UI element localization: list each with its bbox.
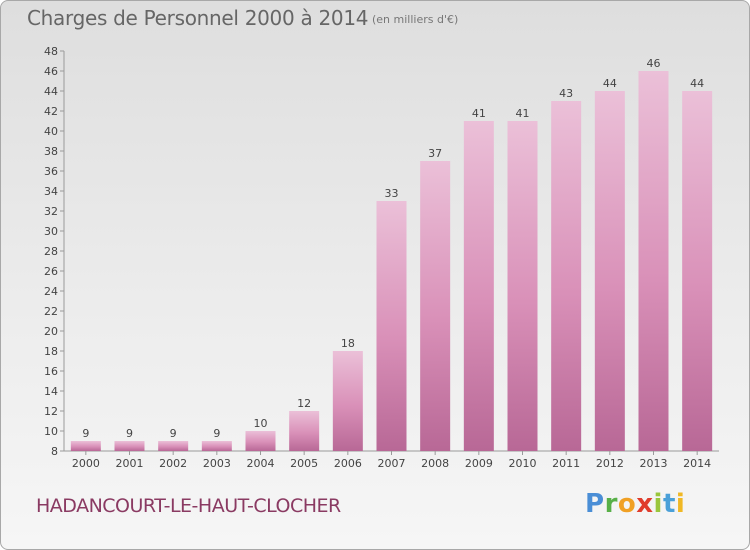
bar-value-label: 46 [647, 57, 661, 70]
y-tick-label: 28 [44, 245, 58, 258]
y-tick-label: 8 [51, 445, 58, 458]
x-tick-label: 2010 [509, 457, 537, 470]
x-tick-label: 2009 [465, 457, 493, 470]
y-tick-label: 42 [44, 105, 58, 118]
y-tick-label: 48 [44, 45, 58, 58]
bar [638, 71, 669, 451]
bar-value-label: 41 [472, 107, 486, 120]
y-tick-label: 12 [44, 405, 58, 418]
y-tick-label: 26 [44, 265, 58, 278]
bar-value-label: 9 [213, 427, 220, 440]
y-tick-label: 36 [44, 165, 58, 178]
proxiti-logo: Proxiti [585, 489, 686, 519]
bar [463, 121, 494, 451]
bar-value-label: 33 [385, 187, 399, 200]
bar-value-label: 10 [254, 417, 268, 430]
x-tick-label: 2003 [203, 457, 231, 470]
bar-value-label: 9 [170, 427, 177, 440]
y-tick-label: 20 [44, 325, 58, 338]
bar [114, 441, 145, 451]
x-tick-label: 2007 [378, 457, 406, 470]
commune-name: HADANCOURT-LE-HAUT-CLOCHER [36, 495, 341, 517]
x-tick-label: 2011 [552, 457, 580, 470]
bar-value-label: 44 [603, 77, 617, 90]
x-tick-label: 2000 [72, 457, 100, 470]
bar [245, 431, 276, 451]
y-tick-label: 14 [44, 385, 58, 398]
bar [289, 411, 320, 451]
bar [201, 441, 232, 451]
bar-value-label: 37 [428, 147, 442, 160]
bar-value-label: 41 [516, 107, 530, 120]
bar [158, 441, 189, 451]
bar [551, 101, 582, 451]
chart-title: Charges de Personnel 2000 à 2014 [27, 6, 369, 30]
x-tick-label: 2005 [290, 457, 318, 470]
x-tick-label: 2012 [596, 457, 624, 470]
x-tick-label: 2006 [334, 457, 362, 470]
bar [332, 351, 363, 451]
bar [594, 91, 625, 451]
bar-value-label: 9 [82, 427, 89, 440]
x-tick-label: 2002 [159, 457, 187, 470]
bar [507, 121, 538, 451]
bar-value-label: 18 [341, 337, 355, 350]
x-tick-label: 2014 [683, 457, 711, 470]
y-tick-label: 18 [44, 345, 58, 358]
y-tick-label: 34 [44, 185, 58, 198]
x-tick-label: 2013 [640, 457, 668, 470]
bar-value-label: 9 [126, 427, 133, 440]
bar-value-label: 43 [559, 87, 573, 100]
bar-value-label: 12 [297, 397, 311, 410]
y-tick-label: 44 [44, 85, 58, 98]
bar [682, 91, 713, 451]
y-tick-label: 10 [44, 425, 58, 438]
y-tick-label: 30 [44, 225, 58, 238]
bar [420, 161, 451, 451]
y-tick-label: 40 [44, 125, 58, 138]
x-tick-label: 2004 [247, 457, 275, 470]
y-tick-label: 22 [44, 305, 58, 318]
x-tick-label: 2008 [421, 457, 449, 470]
bar [70, 441, 101, 451]
x-tick-label: 2001 [116, 457, 144, 470]
y-tick-label: 46 [44, 65, 58, 78]
y-tick-label: 16 [44, 365, 58, 378]
y-tick-label: 38 [44, 145, 58, 158]
chart-subtitle: (en milliers d'€) [372, 13, 459, 26]
bar-value-label: 44 [690, 77, 704, 90]
y-tick-label: 24 [44, 285, 58, 298]
bar [376, 201, 407, 451]
y-tick-label: 32 [44, 205, 58, 218]
